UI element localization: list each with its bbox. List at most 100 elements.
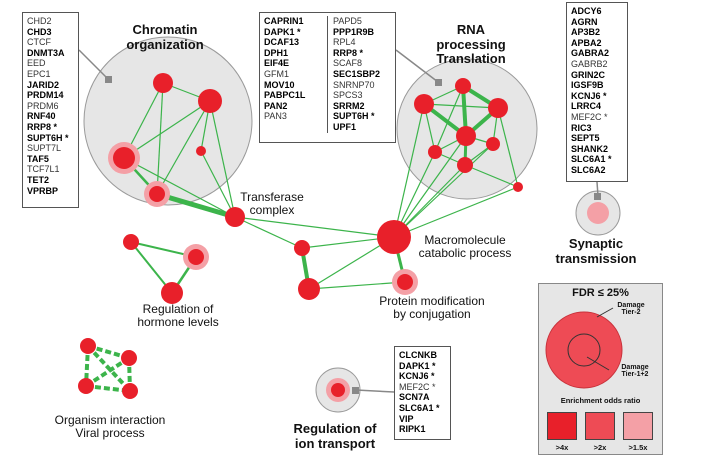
- legend-pointer-tier12: [586, 356, 610, 371]
- edge-tr-pm1: [234, 216, 303, 249]
- cluster-title-synaptic: Synaptic transmission: [546, 236, 646, 266]
- damage-tier2-line1: Damage: [617, 302, 645, 309]
- cluster-label-hormone: Regulation of hormone levels: [128, 302, 228, 330]
- connector-marker-ion: [352, 387, 359, 394]
- gene-item: MEF2C *: [399, 381, 436, 392]
- legend-damage-tier12-label: Damage Tier-1+2: [611, 364, 659, 379]
- gene-item: PRDM14: [27, 90, 64, 101]
- connector-rna: [395, 49, 439, 83]
- gene-item: RPL4: [333, 37, 356, 48]
- node-tr: [225, 207, 245, 227]
- legend-swatch-2x: [585, 412, 615, 440]
- gene-list-rna-col1: CAPRIN1 DAPK1 * DCAF13 DPH1 EIF4E GFM1 MOV10 PA…: [264, 16, 322, 133]
- node-ch3: [113, 147, 135, 169]
- gene-item: IGSF9B: [571, 80, 604, 91]
- gene-item: RIPK1: [399, 424, 426, 435]
- legend-swatch-4x: [547, 412, 577, 440]
- gene-item: DCAF13: [264, 37, 300, 48]
- gene-item: TET2: [27, 174, 50, 185]
- gene-item: SCAF8: [333, 58, 363, 69]
- legend-swatch-label-1-5x: >1.5x: [628, 443, 648, 452]
- gene-item: PAN2: [264, 100, 288, 111]
- gene-list-ion-transport-items: CLCNKB DAPK1 * KCNJ6 * MEF2C * SCN7A SLC6A1 *…: [399, 350, 446, 435]
- legend-odds-title: Enrichment odds ratio: [560, 396, 641, 405]
- chromatin-title-line2: organization: [126, 36, 204, 52]
- cluster-label-organism: Organism interaction Viral process: [40, 413, 180, 441]
- edge-o1-o3: [84, 345, 90, 387]
- gene-item: AP3B2: [571, 27, 601, 38]
- node-ch2: [198, 89, 222, 113]
- gene-item: CAPRIN1: [264, 16, 304, 26]
- legend-pointer-tier2: [596, 307, 614, 318]
- gene-item: PABPC1L: [264, 90, 306, 101]
- gene-item: EPC1: [27, 68, 51, 79]
- transferase-label-line1: Transferase: [240, 190, 304, 204]
- ion-transport-title-line1: Regulation of: [293, 421, 377, 436]
- edge-r1-r5: [434, 85, 464, 153]
- gene-item: SPCS3: [333, 90, 363, 101]
- edge-ch4-tr: [156, 191, 236, 220]
- legend-swatch-label-2x: >2x: [593, 443, 607, 452]
- edge-mac-r2: [393, 103, 425, 238]
- hormone-label-line1: Regulation of: [142, 302, 214, 316]
- gene-item: SEPT5: [571, 133, 600, 144]
- node-o1: [80, 338, 96, 354]
- gene-list-chromatin: CHD2 CHD3 CTCF DNMT3A EED EPC1 JARID2 PRDM14 PRD…: [22, 12, 79, 208]
- gene-item: PAPD5: [333, 16, 362, 26]
- damage-tier2-line2: Tier-2: [621, 309, 641, 317]
- gene-list-ion-transport: CLCNKB DAPK1 * KCNJ6 * MEF2C * SCN7A SLC6A1 *…: [394, 346, 451, 440]
- gene-list-synaptic: ADCY6 AGRN AP3B2 APBA2 GABRA2 GABRB2 GRIN2C IGS…: [566, 2, 628, 182]
- protein-mod-label-line1: Protein modification: [379, 294, 485, 308]
- cluster-label-transferase: Transferase complex: [232, 190, 312, 218]
- node-o2: [121, 350, 137, 366]
- cluster-title-ion-transport: Regulation of ion transport: [280, 421, 390, 451]
- node-o3: [78, 378, 94, 394]
- connector-marker-chromatin: [105, 76, 112, 83]
- gene-item: SRRM2: [333, 100, 365, 111]
- rna-title-line2: processing: [436, 36, 506, 52]
- connector-marker-synaptic: [594, 193, 601, 200]
- gene-item: TAF5: [27, 153, 49, 164]
- synaptic-title-line1: Synaptic: [568, 236, 624, 251]
- node-ch1: [153, 73, 173, 93]
- gene-item: RRP8 *: [27, 121, 58, 132]
- node-ch5: [196, 146, 206, 156]
- gene-item: SNRNP70: [333, 79, 375, 90]
- node-pm1: [294, 240, 310, 256]
- cluster-label-macromolecule: Macromolecule catabolic process: [410, 233, 520, 261]
- gene-item: RRP8 *: [333, 47, 364, 58]
- node-h1: [123, 234, 139, 250]
- edge-ch2-tr: [209, 100, 236, 218]
- damage-tier12-line1: Damage: [621, 364, 649, 371]
- rna-title-line3: Translation: [436, 51, 506, 67]
- gene-item: CTCF: [27, 37, 51, 48]
- gene-item: RNF40: [27, 111, 56, 122]
- gene-item: PAN3: [264, 111, 287, 122]
- gene-list-rna-col2: PAPD5 PPP1R9B RPL4 RRP8 * SCAF8 SEC1SBP2 SNRNP…: [333, 16, 391, 133]
- gene-item: EED: [27, 58, 46, 69]
- gene-list-rna: CAPRIN1 DAPK1 * DCAF13 DPH1 EIF4E GFM1 MOV10 PA…: [259, 12, 396, 143]
- gene-item: SUPT6H *: [27, 132, 69, 143]
- gene-item: SLC6A1 *: [571, 154, 612, 165]
- gene-item: RIC3: [571, 122, 592, 133]
- gene-item: SLC6A2: [571, 164, 606, 175]
- node-r1: [455, 78, 471, 94]
- gene-item: EIF4E: [264, 58, 290, 69]
- organism-label-line2: Viral process: [75, 426, 145, 441]
- gene-item: SCN7A: [399, 392, 430, 403]
- edge-r2-r3: [423, 103, 499, 109]
- gene-item: PPP1R9B: [333, 26, 375, 37]
- edge-mac-r8: [393, 186, 519, 238]
- synaptic-title-line2: transmission: [555, 250, 637, 266]
- node-r7: [457, 157, 473, 173]
- node-ch4: [149, 186, 165, 202]
- cluster-title-rna: RNA processing Translation: [416, 22, 526, 67]
- gene-list-synaptic-items: ADCY6 AGRN AP3B2 APBA2 GABRA2 GABRB2 GRIN2C IGS…: [571, 6, 623, 176]
- connector-chromatin: [78, 49, 109, 80]
- gene-item: UPF1: [333, 121, 357, 132]
- legend-damage-outer-circle: [545, 311, 623, 389]
- edge-tr-mac: [234, 216, 395, 238]
- gene-item: ADCY6: [571, 6, 602, 16]
- gene-item: MOV10: [264, 79, 295, 90]
- organism-label-line1: Organism interaction: [54, 413, 166, 427]
